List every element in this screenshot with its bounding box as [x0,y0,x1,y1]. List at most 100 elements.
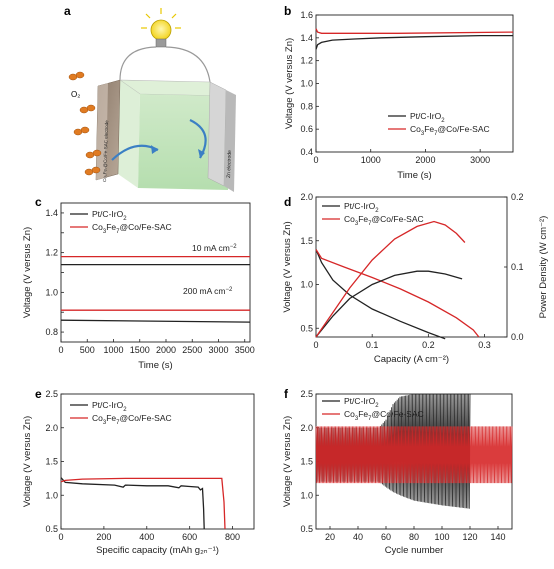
x-axis-label: Specific capacity (mAh g₂ₙ⁻¹) [96,545,219,556]
x-tick-label: 100 [434,532,449,542]
y-tick-label: 1.0 [300,490,313,500]
x-tick-label: 3500 [235,345,255,355]
y-tick-label: 2.5 [45,389,58,399]
panel-d: 0 0.1 0.2 0.3 0.5 1.0 1.5 2.0 Capacity (A cm⁻²) V… [282,192,549,365]
series-line [60,477,226,530]
legend-label: Pt/C-IrO2 [344,396,379,409]
x-tick-label: 1000 [361,155,381,165]
x-axis-label: Time (s) [138,360,172,371]
legend-label: Pt/C-IrO2 [410,111,445,124]
x-tick-label: 3000 [470,155,490,165]
y-tick-label: 1.2 [300,56,313,66]
legend-label: Co3Fe7@Co/Fe-SAC [344,214,424,227]
panel-f: 20 40 60 80 100 120 140 0.5 1.0 1.5 2.0 2.5 Cycle nu… [282,387,513,556]
legend-label: Co3Fe7@Co/Fe-SAC [344,409,424,422]
y-tick-label: 0.5 [300,524,313,534]
panel-letter: e [35,387,42,401]
legend-label: Pt/C-IrO2 [92,400,127,413]
legend-label: Pt/C-IrO2 [92,209,127,222]
series-line-left [315,249,480,338]
arrow-right-head [198,149,205,158]
y-axis-label: Voltage (V versus Zn) [282,416,293,507]
series-line [60,477,205,530]
y-axis-label: Voltage (V versus Zn) [22,416,33,507]
panel-a-label: a [64,4,71,18]
x-tick-label: 60 [381,532,391,542]
zn-electrode-label: Zn electrode [226,150,233,178]
o2-molecules [68,71,102,176]
series-line-right [315,270,463,338]
y-right-tick-label: 0.1 [511,262,524,272]
annotation-10mA: 10 mA cm−2 [192,243,237,253]
panel-e: 0 200 400 600 800 0.5 1.0 1.5 2.0 2.5 Specific cap… [22,387,255,556]
x-tick-label: 1500 [130,345,150,355]
cell-box [95,79,236,192]
series-line-left [315,249,446,340]
legend-label: Co3Fe7@Co/Fe-SAC [92,413,172,426]
x-tick-label: 0 [313,340,318,350]
x-tick-label: 200 [96,532,111,542]
x-tick-label: 0 [313,155,318,165]
y-tick-label: 0.5 [45,524,58,534]
y-tick-label: 0.6 [300,124,313,134]
wire-right [165,46,211,83]
y-tick-label: 1.6 [300,10,313,20]
y-tick-label: 1.0 [45,490,58,500]
y-tick-label: 1.0 [300,280,313,290]
x-tick-label: 2500 [182,345,202,355]
panel-letter: d [284,195,291,209]
x-tick-label: 140 [490,532,505,542]
x-tick-label: 0 [58,532,63,542]
panel-c: 0 500 1000 1500 2000 2500 3000 3500 0.8 1.0 1.2 1.4… [22,195,255,371]
y-right-tick-label: 0.0 [511,332,524,342]
x-tick-label: 400 [139,532,154,542]
x-tick-label: 0.3 [478,340,491,350]
x-tick-label: 0 [58,345,63,355]
y-tick-label: 1.4 [45,208,58,218]
y-tick-label: 0.5 [300,323,313,333]
y-tick-label: 0.8 [45,327,58,337]
x-tick-label: 2000 [415,155,435,165]
x-tick-label: 2000 [156,345,176,355]
legend-label: Co3Fe7@Co/Fe-SAC [92,222,172,235]
x-tick-label: 120 [462,532,477,542]
y-tick-label: 1.4 [300,33,313,43]
y-tick-label: 2.5 [300,389,313,399]
y-tick-label: 1.5 [300,236,313,246]
panel-letter: b [284,4,291,18]
x-axis-label: Time (s) [397,170,431,181]
y-axis-label: Voltage (V versus Zn) [22,227,33,318]
x-tick-label: 600 [182,532,197,542]
y-right-tick-label: 0.2 [511,192,524,202]
y-tick-label: 1.0 [45,287,58,297]
y-tick-label: 2.0 [300,423,313,433]
panel-letter: f [284,387,289,401]
wire-left [119,46,157,81]
x-axis-label: Capacity (A cm⁻²) [374,354,449,365]
y-tick-label: 1.5 [45,457,58,467]
x-tick-label: 500 [80,345,95,355]
light-bulb-icon [141,8,181,48]
series-line [315,34,513,50]
x-tick-label: 0.2 [422,340,435,350]
panel-letter: c [35,195,42,209]
y-tick-label: 1.2 [45,248,58,258]
series-line [315,28,514,34]
y-axis-label: Voltage (V versus Zn) [282,221,293,312]
x-tick-label: 80 [409,532,419,542]
arrow-left-head [151,145,158,154]
panel-b: 0 1000 2000 3000 0.4 0.6 0.8 1.0 1.2 1.4 1.6 Time (… [284,4,514,181]
y-axis-label: Voltage (V versus Zn) [284,38,295,129]
series-line-right [315,220,466,338]
x-tick-label: 0.1 [366,340,379,350]
series-cycling-trace [315,426,513,484]
y-tick-label: 2.0 [45,423,58,433]
series-line [60,319,251,323]
y-tick-label: 1.0 [300,79,313,89]
y-tick-label: 1.5 [300,457,313,467]
y-tick-label: 2.0 [300,192,313,202]
legend-label: Co3Fe7@Co/Fe-SAC [410,124,490,137]
legend-label: Pt/C-IrO2 [344,201,379,214]
y-right-axis-label: Power Density (W cm⁻²) [538,216,549,319]
